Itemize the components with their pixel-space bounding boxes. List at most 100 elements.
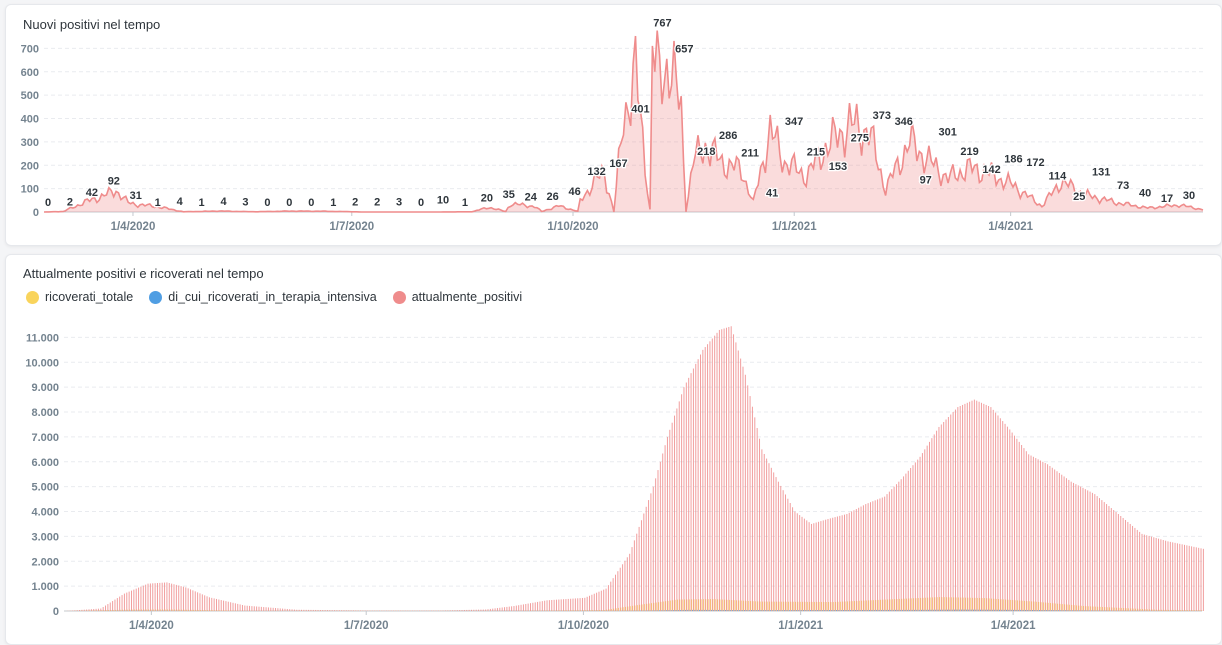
bar xyxy=(114,599,116,611)
bar xyxy=(206,596,208,611)
legend-item-ricoverati-totale[interactable]: ricoverati_totale xyxy=(26,290,133,304)
bar xyxy=(685,382,687,611)
bar xyxy=(136,609,138,611)
bar xyxy=(100,610,102,611)
bar xyxy=(1193,546,1195,611)
bar xyxy=(241,604,243,611)
bar xyxy=(987,609,989,611)
bar xyxy=(182,586,184,611)
bar xyxy=(836,610,838,611)
bar xyxy=(743,600,745,611)
bar xyxy=(979,597,981,611)
bar xyxy=(769,610,771,611)
bar xyxy=(74,610,76,611)
bar xyxy=(589,610,591,611)
bar xyxy=(806,520,808,611)
bar xyxy=(965,597,966,611)
bar xyxy=(686,599,688,611)
bar xyxy=(1172,542,1174,611)
bar xyxy=(1050,603,1051,611)
bar xyxy=(926,445,928,611)
bar xyxy=(973,399,975,611)
bar xyxy=(591,594,593,611)
bar xyxy=(216,598,217,611)
bar xyxy=(943,421,945,611)
bar xyxy=(1085,606,1087,611)
bar xyxy=(985,404,987,611)
bar xyxy=(717,599,719,611)
bar xyxy=(846,601,848,611)
data-label: 373 xyxy=(873,110,891,122)
bar xyxy=(887,609,889,611)
bar xyxy=(1134,527,1136,611)
bar xyxy=(581,597,583,611)
bar xyxy=(833,610,835,611)
bar xyxy=(258,606,260,611)
bar xyxy=(1120,516,1122,611)
data-label: 0 xyxy=(45,197,51,209)
bar xyxy=(293,609,295,611)
bar xyxy=(204,595,206,611)
x-tick-label: 1/1/2021 xyxy=(772,221,817,233)
legend-item-attualmente-positivi[interactable]: attualmente_positivi xyxy=(392,290,522,304)
series-line xyxy=(43,30,1204,213)
bar xyxy=(544,600,546,611)
bar xyxy=(622,607,624,611)
bar xyxy=(919,456,921,611)
bar xyxy=(315,609,317,611)
bar xyxy=(839,515,841,611)
data-label: 218 xyxy=(697,146,715,158)
bar xyxy=(1139,531,1141,611)
bar xyxy=(249,605,251,611)
bar xyxy=(835,601,837,611)
bar xyxy=(809,601,811,611)
bar xyxy=(776,601,778,611)
bar xyxy=(1032,456,1034,611)
bar xyxy=(367,610,369,611)
bar xyxy=(1088,610,1090,611)
bar xyxy=(689,609,691,611)
bar xyxy=(948,597,950,611)
bar xyxy=(773,472,775,611)
bar xyxy=(682,609,684,611)
bar xyxy=(795,610,797,611)
bar xyxy=(1016,438,1018,611)
data-label: 40 xyxy=(1139,188,1151,200)
bar xyxy=(754,417,756,611)
bar xyxy=(656,610,658,611)
bar xyxy=(818,601,820,611)
bar xyxy=(1051,467,1053,611)
bar xyxy=(828,602,830,611)
legend-label: ricoverati_totale xyxy=(45,290,134,304)
bar xyxy=(105,605,107,611)
bar xyxy=(718,329,720,611)
bar xyxy=(939,609,941,611)
legend-item-terapia-intensiva[interactable]: di_cui_ricoverati_in_terapia_intensiva xyxy=(149,290,377,304)
bar xyxy=(792,601,794,611)
bar xyxy=(929,597,931,611)
bar xyxy=(152,583,154,611)
bar xyxy=(390,610,392,611)
bar xyxy=(825,602,827,611)
bar xyxy=(338,610,340,611)
bar xyxy=(629,606,631,611)
bar xyxy=(605,588,607,611)
bar xyxy=(291,609,293,611)
bar xyxy=(279,608,281,611)
bar xyxy=(878,609,880,611)
bar xyxy=(817,610,819,611)
bar xyxy=(214,610,216,611)
bar xyxy=(284,608,286,611)
bar xyxy=(194,591,196,611)
bar xyxy=(388,610,390,611)
bar xyxy=(996,609,998,611)
bar xyxy=(1018,441,1020,611)
bar xyxy=(739,610,741,611)
bar xyxy=(988,598,990,611)
bar xyxy=(93,609,95,611)
bar xyxy=(1021,445,1023,611)
bar xyxy=(723,328,725,611)
bar xyxy=(272,607,274,611)
bar xyxy=(100,608,102,611)
bar xyxy=(1177,609,1179,611)
